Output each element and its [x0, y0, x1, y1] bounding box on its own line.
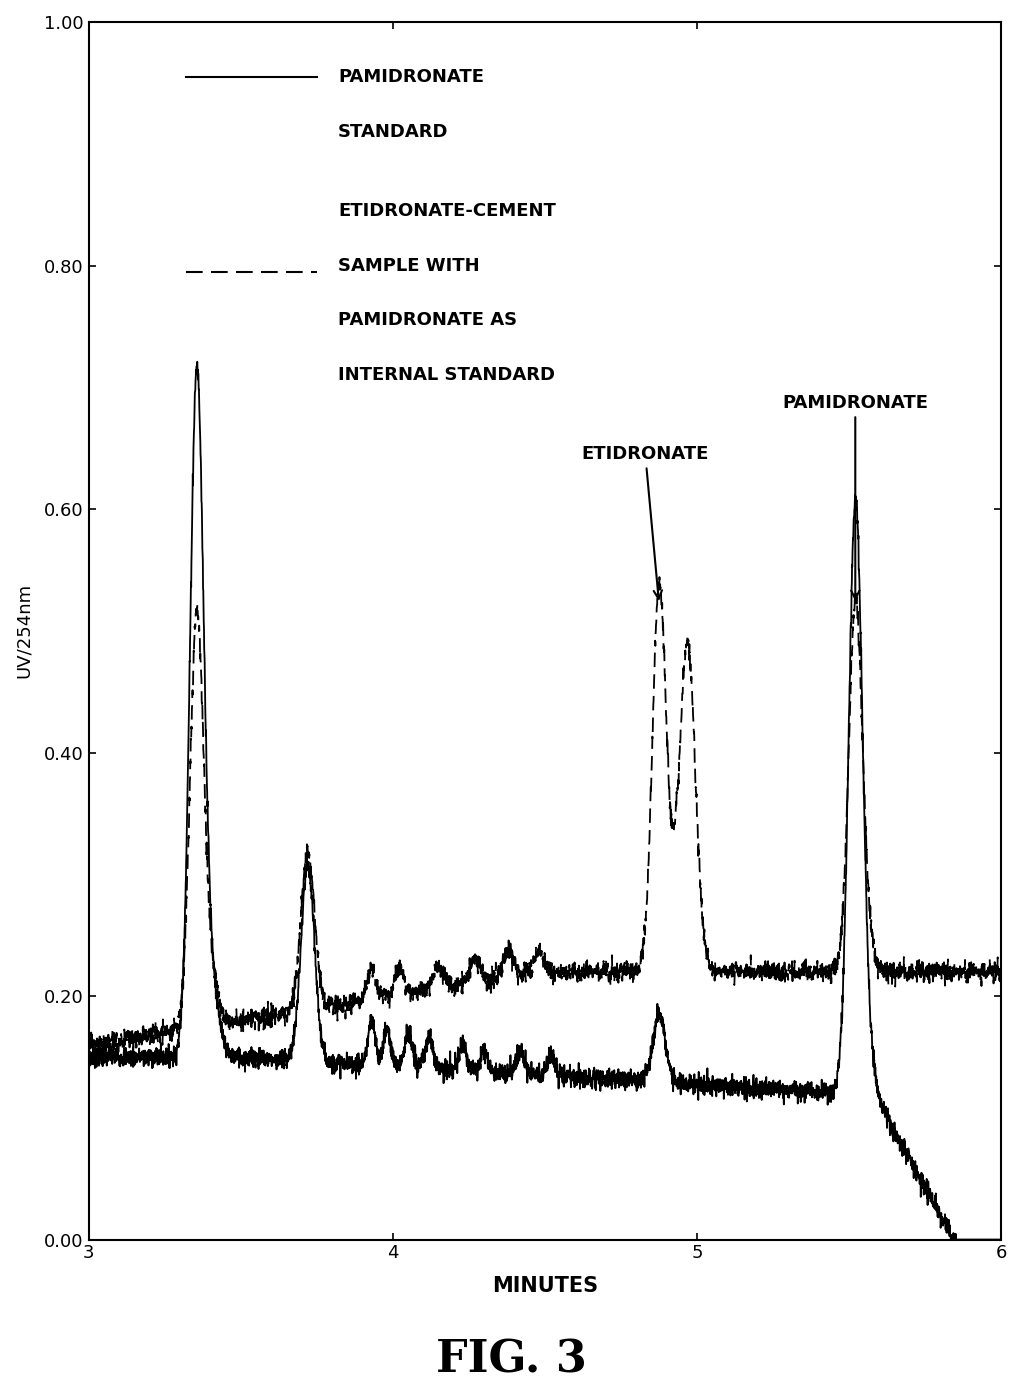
Y-axis label: UV/254nm: UV/254nm [15, 583, 33, 678]
Text: ETIDRONATE-CEMENT: ETIDRONATE-CEMENT [338, 202, 556, 220]
Text: INTERNAL STANDARD: INTERNAL STANDARD [338, 365, 555, 384]
Text: PAMIDRONATE: PAMIDRONATE [782, 393, 928, 598]
Text: ETIDRONATE: ETIDRONATE [582, 445, 709, 598]
Text: FIG. 3: FIG. 3 [435, 1338, 587, 1381]
Text: SAMPLE WITH: SAMPLE WITH [338, 257, 479, 275]
Text: PAMIDRONATE: PAMIDRONATE [338, 68, 484, 85]
Text: PAMIDRONATE AS: PAMIDRONATE AS [338, 311, 517, 329]
Text: STANDARD: STANDARD [338, 123, 449, 141]
X-axis label: MINUTES: MINUTES [492, 1276, 598, 1296]
